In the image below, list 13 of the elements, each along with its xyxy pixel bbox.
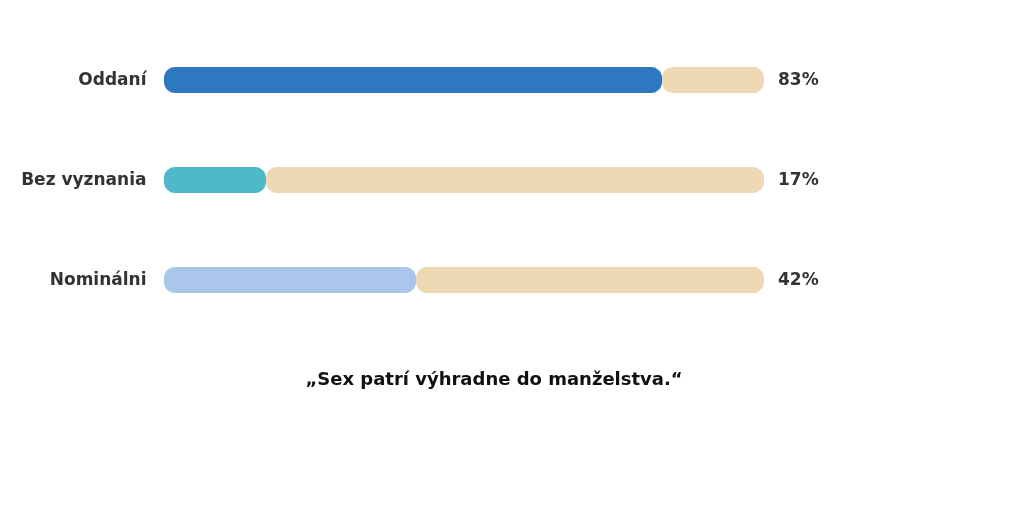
bar (662, 67, 764, 93)
y-tick-label: Bez vyznania (21, 169, 147, 189)
bar (164, 167, 266, 193)
bar (164, 267, 416, 293)
data-label: 42% (778, 269, 819, 289)
bar (164, 67, 662, 93)
text: „Sex patrí výhradne do manželstva.“ (305, 368, 683, 389)
y-tick-label: Oddaní (78, 69, 148, 89)
y-tick-label: Nominálni (49, 269, 147, 289)
bar (416, 267, 764, 293)
data-label: 17% (778, 169, 819, 189)
data-label: 83% (778, 69, 819, 89)
bar (266, 167, 764, 193)
